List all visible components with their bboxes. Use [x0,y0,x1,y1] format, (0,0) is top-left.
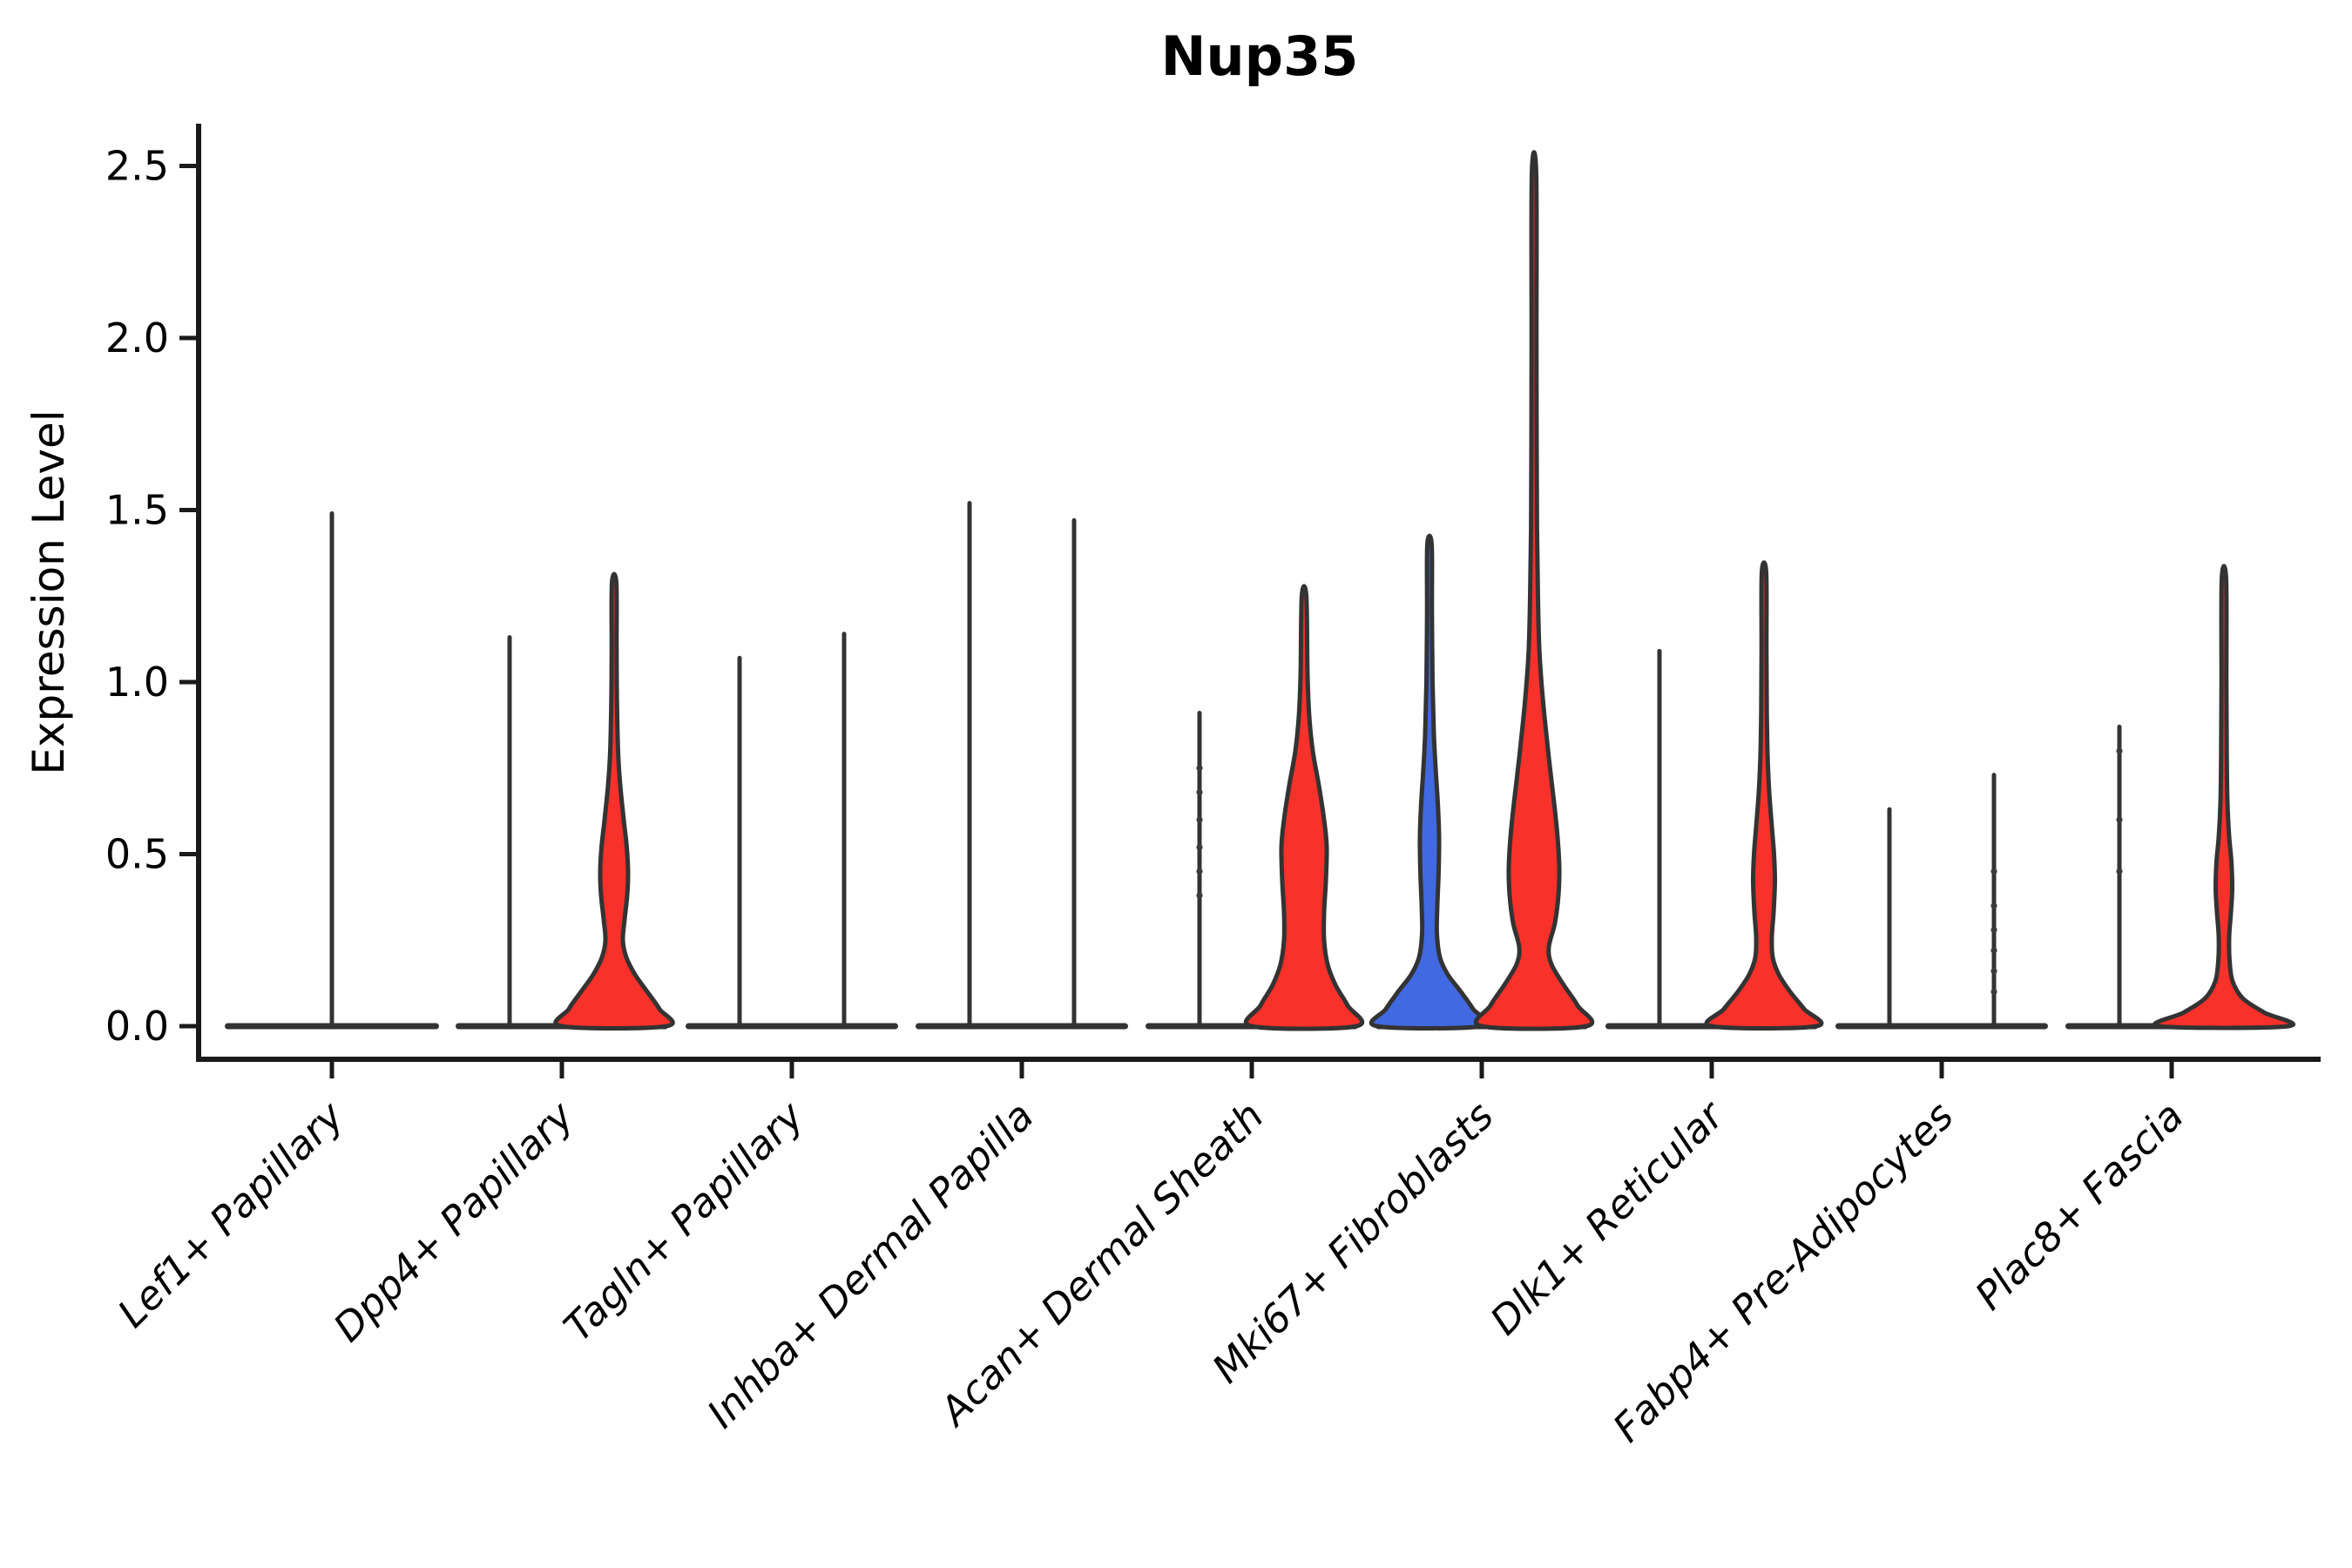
violin-shape [1243,584,1365,1031]
outlier-dot [1196,816,1203,823]
outlier-dot [1990,926,1997,933]
y-tick-label: 1.5 [105,487,169,534]
x-tick-label: Dlk1+ Reticular [1481,1092,1734,1344]
y-axis-label: Expression Level [24,409,74,775]
outlier-dot [1990,868,1997,875]
outlier-dot [1196,844,1203,851]
violin-shape [1473,150,1595,1031]
x-tick-label: Dpp4+ Papillary [325,1092,584,1350]
outlier-dot [1196,788,1203,796]
y-tick-label: 2.5 [105,143,169,190]
outlier-dot [1990,947,1997,954]
outlier-dot [1990,902,1997,909]
x-tick-label: Plac8+ Fascia [1966,1092,2193,1319]
outlier-dot [1196,868,1203,875]
outlier-dot [1196,892,1203,899]
baseline-strip [1835,1023,2048,1030]
outlier-dot [1990,988,1997,996]
y-tick-label: 1.0 [105,659,169,706]
violin-shape [1704,560,1824,1031]
outlier-dot [1990,968,1997,975]
x-tick-label: Lef1+ Papillary [109,1092,354,1336]
violin-shape [553,571,675,1031]
y-tick-label: 0.5 [105,831,169,878]
y-tick-label: 0.0 [105,1003,169,1050]
baseline-strip [916,1023,1128,1030]
outlier-dot [2116,816,2123,823]
outlier-dot [2116,747,2123,754]
violin-shape [2152,564,2296,1031]
x-tick-label: Tagln+ Papillary [555,1092,814,1350]
outlier-dot [1196,765,1203,772]
y-tick-label: 2.0 [105,314,169,362]
outlier-dot [2116,868,2123,875]
violin-shape [1369,533,1490,1031]
baseline-strip [686,1023,898,1030]
chart-title: Nup35 [1160,24,1359,88]
